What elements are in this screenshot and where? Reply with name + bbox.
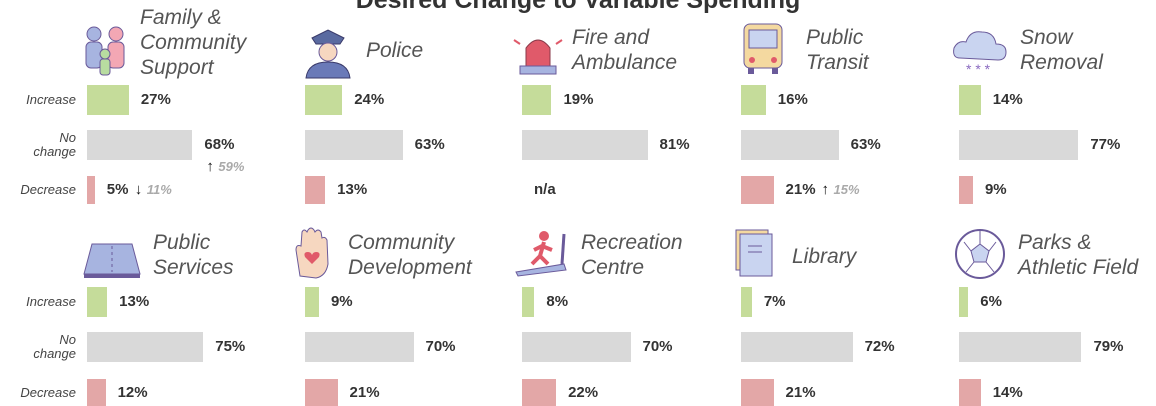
value-label: 77%: [1090, 136, 1121, 153]
bar: [959, 176, 973, 204]
bar: [522, 85, 552, 115]
value-label: 14%: [992, 384, 1023, 401]
panel-name: Family & Community Support: [140, 5, 247, 79]
panel-name: Police: [366, 38, 424, 62]
icon-snow: * * *: [953, 31, 1007, 77]
panel-name: Recreation Centre: [581, 231, 683, 279]
panel-name: Fire and Ambulance: [572, 26, 678, 74]
bar: [522, 130, 648, 160]
value-label: 9%: [984, 181, 1007, 198]
icon-bus: [743, 23, 783, 74]
value-label: 8%: [546, 293, 569, 310]
icon-hand: [295, 227, 329, 279]
value-label: 79%: [1093, 338, 1124, 355]
bar: [87, 379, 106, 406]
row-label: Decrease: [20, 182, 76, 197]
icon-police: [305, 29, 351, 79]
value-label: 63%: [850, 136, 881, 153]
value-label: 5%: [106, 181, 129, 198]
value-label: 22%: [568, 384, 599, 401]
value-label: 7%: [763, 293, 786, 310]
bar: [87, 332, 204, 362]
value-label: 72%: [864, 338, 895, 355]
bar: [522, 379, 557, 406]
bar: [959, 287, 969, 317]
icon-ball: [955, 229, 1005, 279]
panel-name: Community Development: [348, 231, 472, 279]
panel-name: Snow Removal: [1020, 26, 1103, 74]
value-label: 27%: [140, 91, 171, 108]
row-label: Increase: [26, 92, 76, 107]
panel-name: Library: [792, 244, 857, 268]
bar: [741, 332, 853, 362]
value-label: 19%: [563, 91, 594, 108]
panel-name: Public Transit: [806, 26, 869, 74]
bar: [305, 176, 326, 204]
chart-title: Desired Change to Variable Spending: [355, 0, 801, 14]
bar: [87, 85, 129, 115]
bar: [305, 130, 403, 160]
value-label: 13%: [337, 181, 368, 198]
panel-name: Parks & Athletic Field: [1018, 231, 1139, 279]
value-label: 24%: [354, 91, 385, 108]
value-label: 75%: [215, 338, 246, 355]
panel-name: Public Services: [153, 231, 234, 279]
value-label: 68%: [204, 136, 235, 153]
row-label: No change: [33, 130, 76, 159]
bar: [305, 85, 343, 115]
value-label: 9%: [330, 293, 353, 310]
value-label: 12%: [117, 384, 148, 401]
prior-value: 11%: [146, 182, 172, 197]
value-label: 21%: [785, 384, 816, 401]
value-label: 21%: [785, 181, 816, 198]
bar: [741, 287, 752, 317]
row-label: No change: [33, 332, 76, 361]
value-label: 70%: [642, 338, 673, 355]
value-label: 14%: [992, 91, 1023, 108]
row-label: Increase: [26, 294, 76, 309]
bar: [959, 332, 1082, 362]
bar: [959, 130, 1079, 160]
bar: [959, 85, 981, 115]
value-label: 13%: [119, 293, 150, 310]
icon-family: [85, 26, 125, 76]
svg-text:* * *: * * *: [966, 61, 991, 77]
trend-arrow: ↑: [206, 158, 214, 175]
value-label: 81%: [659, 136, 690, 153]
icon-siren: [513, 39, 563, 75]
bar: [959, 379, 981, 406]
value-label: 6%: [980, 293, 1002, 310]
trend-arrow: ↑: [821, 181, 830, 198]
bar: [87, 287, 108, 317]
value-label: 70%: [425, 338, 456, 355]
row-label: Decrease: [20, 385, 76, 400]
bar: [305, 287, 319, 317]
value-label: 21%: [349, 384, 380, 401]
bar: [741, 379, 774, 406]
bar: [741, 176, 774, 204]
trend-arrow: ↓: [134, 181, 143, 198]
bar: [87, 176, 95, 204]
value-label: 63%: [414, 136, 445, 153]
bar: [522, 332, 631, 362]
prior-value: 15%: [833, 182, 860, 197]
icon-book: [735, 229, 773, 277]
value-label: 16%: [777, 91, 808, 108]
icon-building: [83, 243, 141, 278]
bar: [741, 130, 839, 160]
icon-treadmill: [515, 231, 567, 277]
bar: [87, 130, 193, 160]
bar: [305, 332, 414, 362]
value-label: n/a: [534, 181, 556, 198]
prior-value: 59%: [218, 159, 245, 174]
bar: [522, 287, 535, 317]
bar: [305, 379, 338, 406]
bar: [741, 85, 766, 115]
